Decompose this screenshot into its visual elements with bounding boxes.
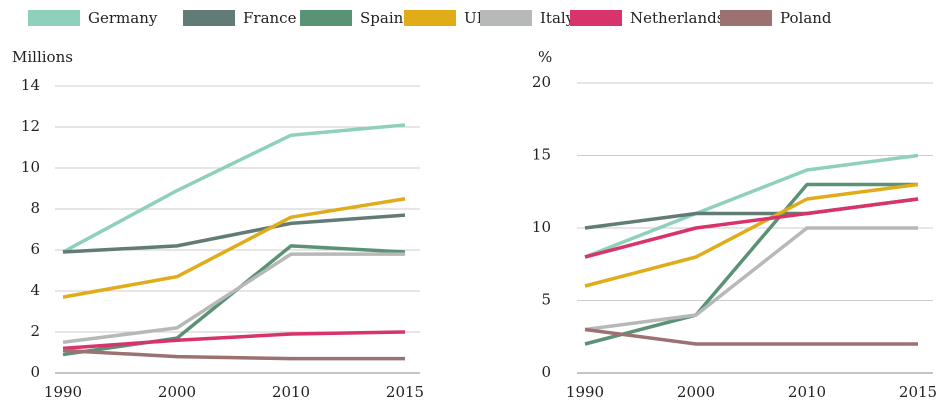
legend-swatch [480,10,532,26]
y-axis-label: % [538,48,552,66]
line-series [584,226,918,332]
x-tick-label: 2000 [158,383,196,401]
y-tick-label: 0 [30,363,40,381]
x-tick-label: 2010 [788,383,826,401]
line-series [584,197,919,259]
line-series [62,348,405,361]
legend-swatch [28,10,80,26]
legend-swatch [570,10,622,26]
line-series [584,197,919,230]
x-tick-label: 2010 [272,383,310,401]
y-tick-label: 14 [21,76,40,94]
y-tick-label: 12 [21,117,40,135]
legend-label: France [243,9,297,27]
y-tick-label: 4 [30,281,40,299]
y-tick-label: 15 [532,146,551,164]
y-tick-label: 0 [541,363,551,381]
line-series [62,330,406,351]
legend-label: Italy [540,9,575,27]
legend-label: Germany [88,9,158,27]
line-series [584,182,918,346]
y-tick-label: 10 [21,158,40,176]
x-tick-label: 1990 [44,383,82,401]
line-series [584,327,918,346]
y-axis-label: Millions [12,48,73,66]
line-series [62,197,406,299]
y-tick-label: 2 [30,322,40,340]
legend-label: Spain [360,9,404,27]
legend-swatch [300,10,352,26]
x-tick-label: 2015 [899,383,937,401]
y-tick-label: 8 [30,199,40,217]
legend-label: Poland [780,9,832,27]
line-series [62,252,405,344]
legend-swatch [183,10,235,26]
y-tick-label: 20 [532,73,551,91]
legend-swatch [720,10,772,26]
line-series [62,213,406,254]
legend-swatch [404,10,456,26]
line-series [584,153,919,259]
legend-label: Netherlands [630,9,724,27]
y-tick-label: 5 [541,291,551,309]
x-tick-label: 1990 [566,383,604,401]
y-tick-label: 10 [532,218,551,236]
line-series [584,182,919,288]
y-tick-label: 6 [30,240,40,258]
x-tick-label: 2000 [677,383,715,401]
line-series [62,123,406,254]
x-tick-label: 2015 [386,383,424,401]
